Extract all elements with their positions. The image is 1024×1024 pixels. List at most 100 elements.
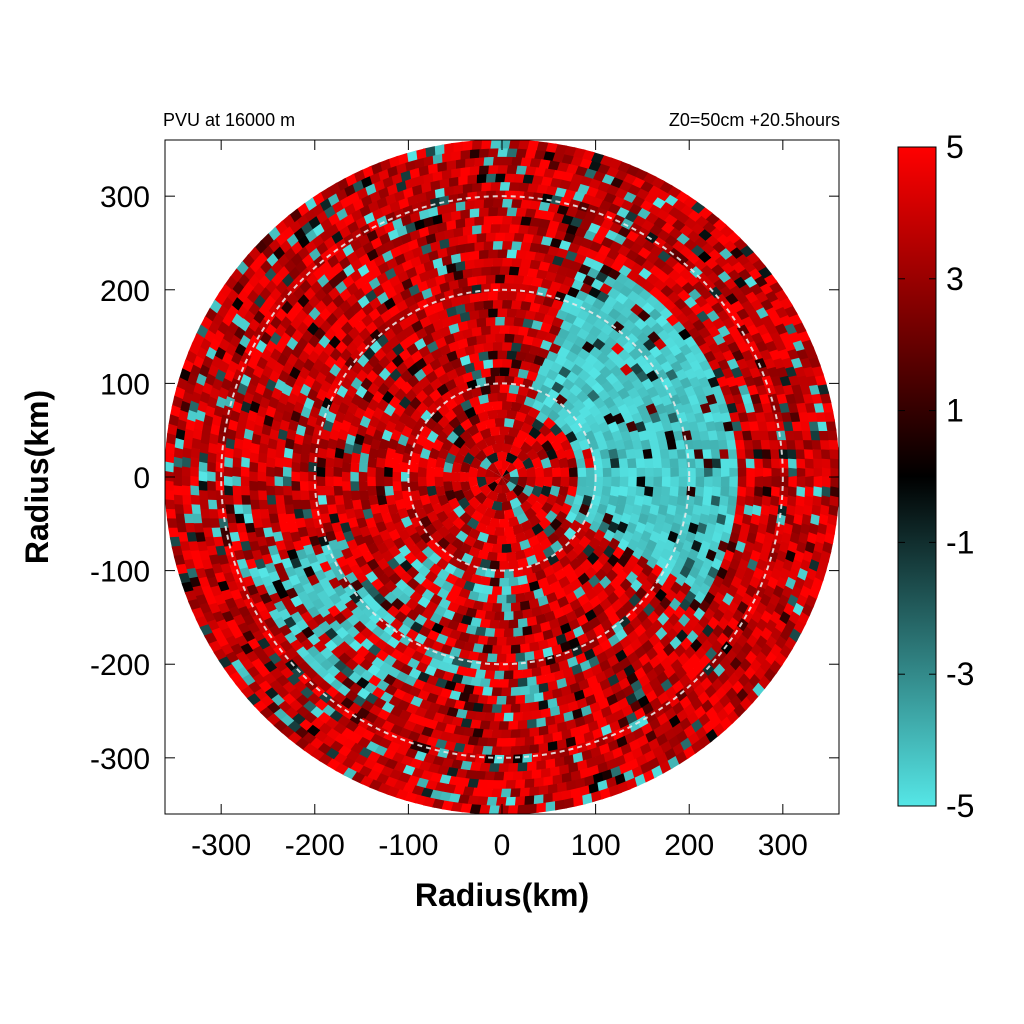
heatmap-cell: [538, 639, 551, 651]
heatmap-cell: [694, 574, 707, 588]
heatmap-cell: [503, 611, 515, 621]
heatmap-cell: [522, 668, 534, 679]
heatmap-cell: [442, 271, 455, 283]
heatmap-cell: [501, 257, 513, 267]
heatmap-cell: [328, 428, 340, 441]
heatmap-cell: [551, 466, 562, 478]
heatmap-cell: [333, 447, 345, 459]
heatmap-cell: [693, 495, 704, 507]
heatmap-cell: [520, 600, 532, 612]
heatmap-cell: [449, 295, 462, 308]
heatmap-cell: [638, 513, 650, 526]
heatmap-cell: [657, 504, 669, 516]
heatmap-cell: [527, 535, 541, 548]
heatmap-cell: [540, 485, 553, 498]
heatmap-cell: [465, 275, 477, 287]
heatmap-cell: [517, 575, 529, 586]
heatmap-cell: [726, 438, 737, 450]
heatmap-cell: [476, 465, 487, 478]
heatmap-cell: [510, 257, 522, 268]
heatmap-cell: [326, 504, 338, 516]
heatmap-cell: [349, 481, 360, 493]
heatmap-cell: [442, 461, 454, 473]
heatmap-cell: [422, 618, 436, 632]
heatmap-cell: [605, 438, 617, 451]
heatmap-cell: [375, 476, 385, 488]
heatmap-cell: [297, 366, 310, 380]
heatmap-cell: [640, 438, 652, 450]
heatmap-cell: [414, 614, 428, 627]
heatmap-cell: [555, 510, 569, 524]
heatmap-cell: [508, 619, 520, 630]
colorbar: [897, 146, 937, 807]
heatmap-cell: [526, 327, 539, 338]
heatmap-cell: [491, 257, 503, 267]
heatmap-cell: [341, 471, 351, 483]
heatmap-cell: [408, 481, 419, 493]
heatmap-cell: [375, 457, 386, 468]
heatmap-cell: [292, 499, 303, 512]
heatmap-cell: [501, 645, 513, 655]
heatmap-cell: [564, 447, 576, 460]
heatmap-cell: [499, 620, 510, 630]
heatmap-cell: [419, 494, 431, 507]
heatmap-cell: [491, 501, 503, 512]
heatmap-cell: [459, 471, 469, 483]
heatmap-cell: [560, 518, 574, 532]
heatmap-cell: [378, 503, 390, 516]
heatmap-cell: [322, 522, 334, 535]
heatmap-cell: [506, 653, 518, 663]
heatmap-cell: [710, 495, 721, 507]
heatmap-cell: [398, 653, 412, 667]
heatmap-cell: [428, 563, 443, 577]
heatmap-cell: [387, 438, 399, 451]
heatmap-cell: [516, 449, 530, 463]
heatmap-cell: [526, 616, 539, 627]
heatmap-cell: [771, 475, 781, 488]
heatmap-cell: [569, 519, 583, 533]
heatmap-cell: [484, 468, 495, 478]
heatmap-cell: [470, 326, 482, 337]
heatmap-cell: [501, 603, 513, 613]
heatmap-cell: [324, 466, 334, 478]
heatmap-cell: [417, 466, 427, 478]
heatmap-cell: [358, 452, 370, 464]
heatmap-cell: [679, 565, 693, 579]
heatmap-cell: [508, 426, 520, 438]
heatmap-cell: [558, 365, 572, 378]
heatmap-cell: [477, 350, 489, 362]
heatmap-cell: [638, 428, 650, 441]
heatmap-cell: [575, 457, 587, 469]
heatmap-cell: [692, 438, 703, 450]
heatmap-cell: [451, 269, 464, 281]
heatmap-cell: [491, 240, 503, 250]
heatmap-cell: [608, 495, 619, 507]
heatmap-cell: [580, 319, 595, 333]
heatmap-cell: [523, 413, 537, 426]
heatmap-cell: [538, 682, 551, 694]
heatmap-cell: [593, 529, 607, 543]
heatmap-cell: [688, 522, 700, 535]
heatmap-cell: [371, 390, 384, 404]
heatmap-cell: [513, 567, 525, 578]
heatmap-cell: [482, 703, 494, 714]
heatmap-cell: [402, 403, 416, 418]
heatmap-cell: [491, 543, 503, 554]
heatmap-cell: [456, 665, 468, 677]
heatmap-cell: [491, 603, 503, 613]
heatmap-cell: [491, 687, 503, 697]
heatmap-cell: [408, 667, 422, 681]
heatmap-cell: [287, 522, 299, 535]
heatmap-cell: [539, 383, 552, 396]
heatmap-cell: [467, 444, 481, 458]
heatmap-cell: [503, 316, 515, 326]
heatmap-cell: [369, 503, 381, 516]
heatmap-cell: [644, 476, 655, 488]
heatmap-cell: [284, 438, 295, 450]
heatmap-cell: [628, 476, 638, 488]
heatmap-cell: [601, 457, 612, 469]
heatmap-cell: [409, 621, 424, 635]
heatmap-cell: [496, 637, 508, 646]
heatmap-cell: [477, 694, 489, 705]
heatmap-cell: [494, 569, 505, 579]
